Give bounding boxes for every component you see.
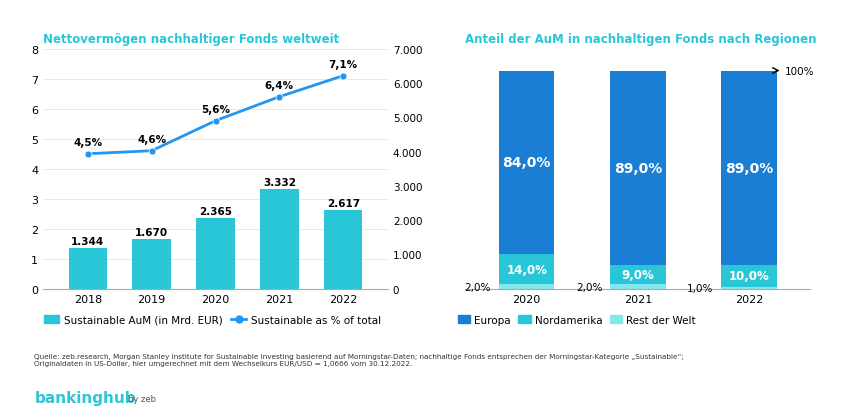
Text: bankinghub: bankinghub bbox=[34, 390, 136, 405]
Bar bbox=[499, 254, 554, 285]
Text: 2.617: 2.617 bbox=[326, 199, 359, 209]
Text: 9,0%: 9,0% bbox=[621, 268, 653, 281]
Bar bbox=[324, 211, 362, 289]
Text: 10,0%: 10,0% bbox=[728, 270, 769, 282]
Bar bbox=[610, 265, 665, 285]
Bar bbox=[610, 71, 665, 265]
Bar bbox=[133, 239, 170, 289]
Text: 84,0%: 84,0% bbox=[502, 156, 550, 170]
Bar bbox=[260, 189, 298, 289]
Text: 3.332: 3.332 bbox=[263, 177, 295, 187]
Bar bbox=[499, 285, 554, 289]
Bar bbox=[721, 265, 776, 287]
Text: Nettovermögen nachhaltiger Fonds weltweit: Nettovermögen nachhaltiger Fonds weltwei… bbox=[43, 33, 339, 45]
Text: 1.344: 1.344 bbox=[71, 237, 104, 247]
Text: 89,0%: 89,0% bbox=[613, 161, 661, 175]
Text: 6,4%: 6,4% bbox=[264, 81, 294, 91]
Text: Anteil der AuM in nachhaltigen Fonds nach Regionen: Anteil der AuM in nachhaltigen Fonds nac… bbox=[465, 33, 816, 45]
Text: 2,0%: 2,0% bbox=[464, 282, 491, 292]
Legend: Europa, Nordamerika, Rest der Welt: Europa, Nordamerika, Rest der Welt bbox=[453, 311, 699, 329]
Text: 4,6%: 4,6% bbox=[137, 135, 166, 145]
Bar bbox=[196, 218, 234, 289]
Text: 89,0%: 89,0% bbox=[724, 161, 772, 175]
Bar bbox=[721, 71, 776, 265]
Bar bbox=[610, 285, 665, 289]
Text: 100%: 100% bbox=[784, 66, 814, 76]
Text: 1.670: 1.670 bbox=[135, 227, 168, 237]
Text: Quelle: zeb.research, Morgan Stanley Institute for Sustainable Investing basiere: Quelle: zeb.research, Morgan Stanley Ins… bbox=[34, 353, 684, 366]
Bar bbox=[721, 287, 776, 289]
Text: 1,0%: 1,0% bbox=[686, 283, 713, 293]
Text: 2.365: 2.365 bbox=[199, 206, 232, 216]
Bar bbox=[499, 71, 554, 254]
Text: by zeb: by zeb bbox=[127, 394, 155, 403]
Text: 4,5%: 4,5% bbox=[73, 138, 102, 148]
Text: 2,0%: 2,0% bbox=[575, 282, 602, 292]
Bar bbox=[69, 249, 107, 289]
Legend: Sustainable AuM (in Mrd. EUR), Sustainable as % of total: Sustainable AuM (in Mrd. EUR), Sustainab… bbox=[40, 311, 384, 329]
Text: 7,1%: 7,1% bbox=[328, 60, 357, 70]
Text: 14,0%: 14,0% bbox=[505, 263, 547, 276]
Text: 5,6%: 5,6% bbox=[201, 105, 230, 115]
